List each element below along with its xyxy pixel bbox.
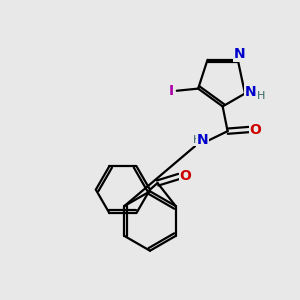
Text: O: O (250, 122, 262, 136)
Text: N: N (234, 47, 245, 61)
Text: N: N (196, 133, 208, 147)
Text: O: O (180, 169, 192, 183)
Text: H: H (257, 91, 266, 101)
Text: N: N (245, 85, 257, 99)
Text: H: H (192, 135, 201, 145)
Text: I: I (168, 84, 173, 98)
